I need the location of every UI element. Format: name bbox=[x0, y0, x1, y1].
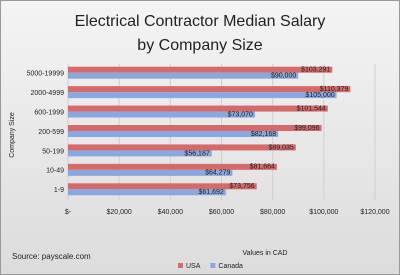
bar bbox=[68, 183, 257, 190]
bar bbox=[68, 92, 337, 99]
x-tick-label: $40,000 bbox=[158, 209, 183, 216]
data-label: $99,096 bbox=[294, 125, 319, 132]
data-label: $110,379 bbox=[320, 86, 349, 93]
bar bbox=[68, 131, 279, 137]
data-label: $61,692 bbox=[199, 189, 224, 196]
bar bbox=[68, 189, 226, 196]
bar bbox=[68, 125, 322, 131]
legend-label: USA bbox=[186, 263, 201, 270]
legend-label: Canada bbox=[218, 263, 243, 270]
bar bbox=[68, 144, 296, 151]
bar bbox=[68, 163, 277, 170]
x-tick-label: $60,000 bbox=[209, 209, 234, 216]
bar bbox=[68, 105, 328, 112]
y-tick-label: 10-49 bbox=[46, 168, 64, 175]
bar bbox=[68, 169, 233, 176]
bar bbox=[68, 150, 212, 157]
y-tick-label: 2000-4999 bbox=[31, 90, 65, 97]
data-label: $89,035 bbox=[268, 144, 293, 151]
data-label: $64,279 bbox=[205, 170, 230, 177]
data-label: $81,664 bbox=[250, 164, 275, 171]
bar bbox=[68, 72, 299, 79]
bar bbox=[68, 86, 351, 93]
x-tick-label: $120,000 bbox=[360, 209, 389, 216]
data-label: $82,168 bbox=[251, 131, 276, 138]
data-label: $90,000 bbox=[271, 73, 296, 80]
legend-swatch bbox=[178, 263, 183, 268]
bar bbox=[68, 66, 333, 73]
x-tick-label: $100,000 bbox=[309, 209, 338, 216]
chart-title: Electrical Contractor Median Salary bbox=[75, 13, 326, 30]
x-tick-label: $- bbox=[65, 209, 72, 216]
y-axis-label: Company Size bbox=[9, 112, 16, 158]
bar bbox=[68, 111, 255, 118]
x-tick-label: $20,000 bbox=[107, 209, 132, 216]
data-label: $56,187 bbox=[184, 150, 209, 157]
source: Source: payscale.com bbox=[12, 252, 91, 261]
legend-swatch bbox=[210, 263, 216, 268]
y-tick-label: 200-599 bbox=[38, 129, 64, 136]
chart-subtitle: by Company Size bbox=[137, 37, 262, 54]
data-label: $103,291 bbox=[301, 67, 330, 74]
y-tick-label: 50-199 bbox=[42, 148, 64, 155]
y-tick-label: 5000-19999 bbox=[27, 71, 64, 78]
y-tick-label: 1-9 bbox=[54, 187, 64, 194]
data-label: $73,756 bbox=[229, 183, 254, 190]
data-label: $101,544 bbox=[297, 105, 326, 112]
data-label: $105,000 bbox=[305, 92, 334, 99]
y-tick-label: 600-1999 bbox=[34, 109, 64, 116]
data-label: $73,070 bbox=[228, 111, 253, 118]
x-axis-label: Values in CAD bbox=[242, 250, 287, 257]
x-tick-label: $80,000 bbox=[260, 209, 285, 216]
